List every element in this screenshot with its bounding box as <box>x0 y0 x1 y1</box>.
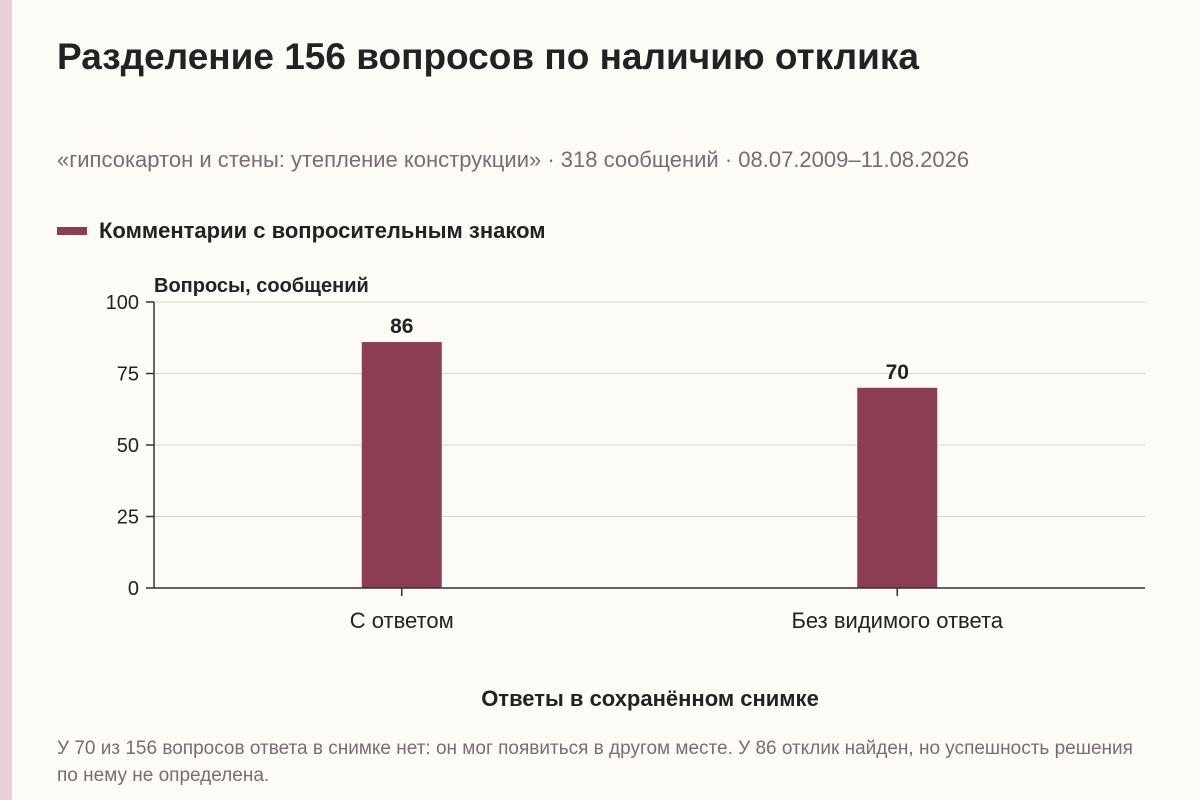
y-tick-label: 100 <box>106 292 139 314</box>
legend-swatch <box>57 227 87 235</box>
y-tick-label: 75 <box>117 364 139 386</box>
side-accent-strip <box>0 0 12 800</box>
y-tick-label: 0 <box>128 578 139 600</box>
x-axis-label: Ответы в сохранённом снимке <box>481 686 819 711</box>
legend-label: Комментарии с вопросительным знаком <box>99 218 546 243</box>
footnote: У 70 из 156 вопросов ответа в снимке нет… <box>57 738 1133 786</box>
bar-value-label: 86 <box>390 315 413 338</box>
x-tick-label: Без видимого ответа <box>791 608 1003 633</box>
y-axis-label: Вопросы, сообщений <box>154 275 369 297</box>
chart-title: Разделение 156 вопросов по наличию откли… <box>57 36 919 77</box>
bar <box>857 387 938 588</box>
legend: Комментарии с вопросительным знаком <box>57 218 546 244</box>
y-tick-label: 50 <box>117 435 139 457</box>
y-tick-label: 25 <box>117 507 139 529</box>
x-tick-label: С ответом <box>350 608 454 633</box>
bar-value-label: 70 <box>886 361 909 384</box>
bar <box>361 342 442 588</box>
chart-subtitle: «гипсокартон и стены: утепление конструк… <box>57 147 970 172</box>
